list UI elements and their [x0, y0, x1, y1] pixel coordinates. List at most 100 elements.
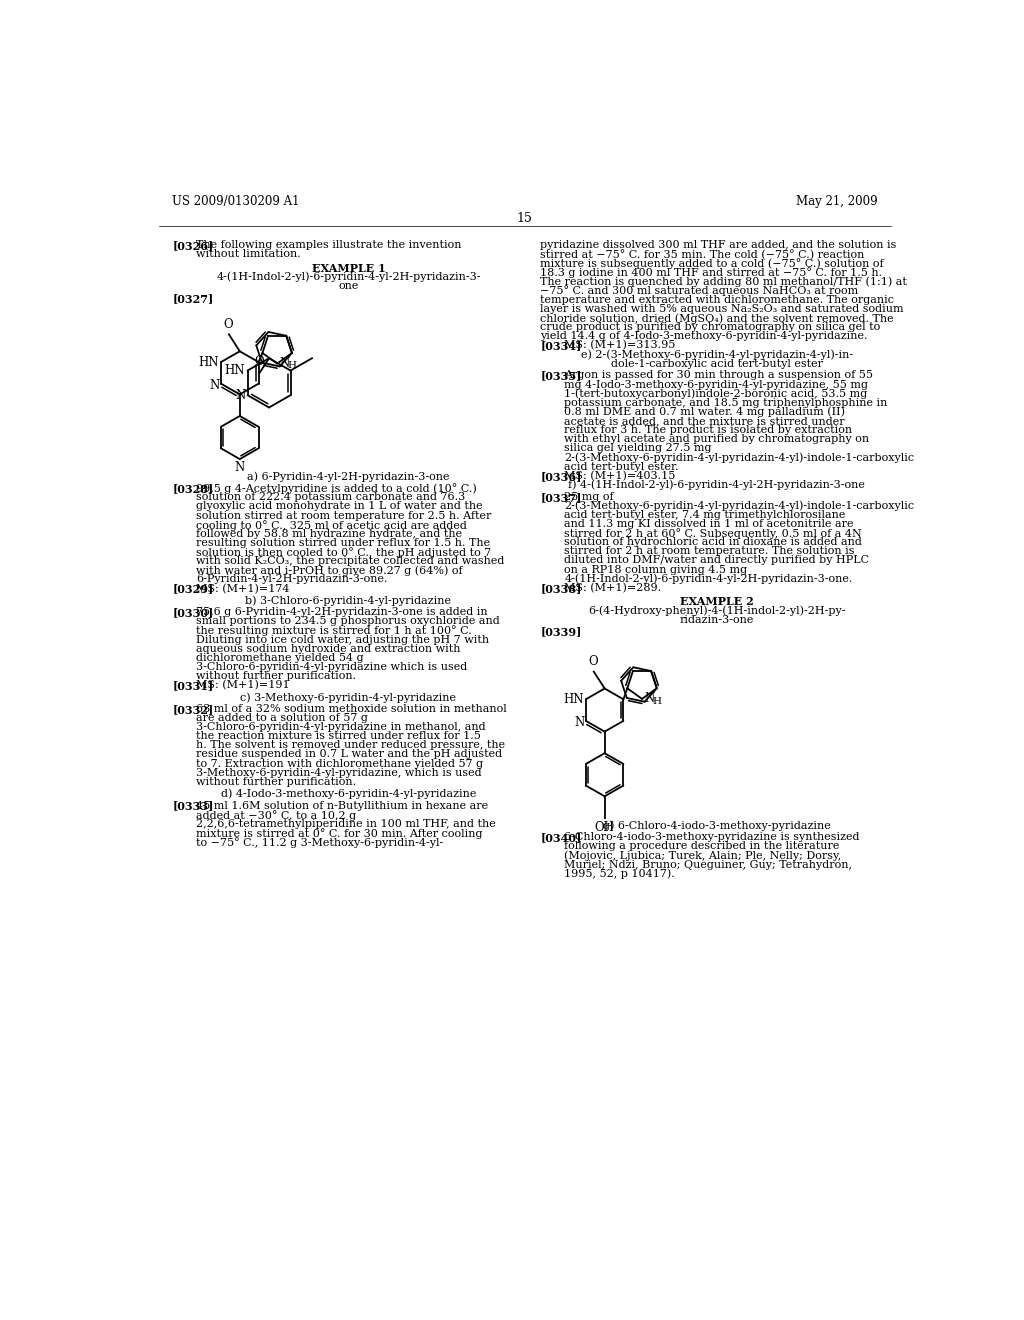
Text: mixture is subsequently added to a cold (−75° C.) solution of: mixture is subsequently added to a cold …: [541, 259, 884, 269]
Text: [0326]: [0326]: [172, 240, 213, 251]
Text: 6-(4-Hydroxy-phenyl)-4-(1H-indol-2-yl)-2H-py-: 6-(4-Hydroxy-phenyl)-4-(1H-indol-2-yl)-2…: [588, 606, 846, 616]
Text: EXAMPLE 2: EXAMPLE 2: [680, 597, 754, 607]
Text: pyridazine dissolved 300 ml THF are added, and the solution is: pyridazine dissolved 300 ml THF are adde…: [541, 240, 897, 249]
Text: The following examples illustrate the invention: The following examples illustrate the in…: [197, 240, 462, 249]
Text: dichloromethane yielded 54 g: dichloromethane yielded 54 g: [197, 653, 364, 663]
Text: following a procedure described in the literature: following a procedure described in the l…: [564, 841, 840, 851]
Text: solution is then cooled to 0° C., the pH adjusted to 7: solution is then cooled to 0° C., the pH…: [197, 546, 492, 558]
Text: 15: 15: [517, 213, 532, 226]
Text: [0339]: [0339]: [541, 627, 582, 638]
Text: N: N: [236, 389, 246, 403]
Text: with ethyl acetate and purified by chromatography on: with ethyl acetate and purified by chrom…: [564, 434, 869, 445]
Text: silica gel yielding 27.5 mg: silica gel yielding 27.5 mg: [564, 444, 712, 453]
Text: acid tert-butyl ester.: acid tert-butyl ester.: [564, 462, 679, 471]
Text: [0331]: [0331]: [172, 680, 213, 692]
Text: glyoxylic acid monohydrate in 1 L of water and the: glyoxylic acid monohydrate in 1 L of wat…: [197, 502, 482, 511]
Text: c) 3-Methoxy-6-pyridin-4-yl-pyridazine: c) 3-Methoxy-6-pyridin-4-yl-pyridazine: [241, 692, 457, 702]
Text: followed by 58.8 ml hydrazine hydrate, and the: followed by 58.8 ml hydrazine hydrate, a…: [197, 529, 462, 539]
Text: 4-(1H-Indol-2-yl)-6-pyridin-4-yl-2H-pyridazin-3-one.: 4-(1H-Indol-2-yl)-6-pyridin-4-yl-2H-pyri…: [564, 574, 853, 585]
Text: MS: (M+1)=313.95: MS: (M+1)=313.95: [564, 341, 676, 351]
Text: MS: (M+1)=191: MS: (M+1)=191: [197, 680, 290, 690]
Text: MS: (M+1)=403.15: MS: (M+1)=403.15: [564, 471, 676, 480]
Text: [0328]: [0328]: [172, 483, 213, 494]
Text: stirred for 2 h at room temperature. The solution is: stirred for 2 h at room temperature. The…: [564, 546, 855, 556]
Text: [0327]: [0327]: [172, 293, 213, 304]
Text: without further purification.: without further purification.: [197, 777, 356, 787]
Text: 2,2,6,6-tetramethylpiperidine in 100 ml THF, and the: 2,2,6,6-tetramethylpiperidine in 100 ml …: [197, 818, 496, 829]
Text: 1-(tert-butoxycarbonyl)indole-2-boronic acid, 53.5 mg: 1-(tert-butoxycarbonyl)indole-2-boronic …: [564, 388, 867, 399]
Text: N: N: [574, 715, 585, 729]
Text: reflux for 3 h. The product is isolated by extraction: reflux for 3 h. The product is isolated …: [564, 425, 852, 436]
Text: MS: (M+1)=174: MS: (M+1)=174: [197, 583, 290, 594]
Text: [0337]: [0337]: [541, 491, 582, 503]
Text: [0340]: [0340]: [541, 833, 582, 843]
Text: stirred for 2 h at 60° C. Subsequently, 0.5 ml of a 4N: stirred for 2 h at 60° C. Subsequently, …: [564, 528, 862, 539]
Text: [0332]: [0332]: [172, 704, 213, 715]
Text: [0329]: [0329]: [172, 583, 213, 594]
Text: 25 mg of: 25 mg of: [564, 491, 614, 502]
Text: 6-Chloro-4-iodo-3-methoxy-pyridazine is synthesized: 6-Chloro-4-iodo-3-methoxy-pyridazine is …: [564, 833, 860, 842]
Text: mg 4-Iodo-3-methoxy-6-pyridin-4-yl-pyridazine, 55 mg: mg 4-Iodo-3-methoxy-6-pyridin-4-yl-pyrid…: [564, 380, 868, 389]
Text: are added to a solution of 57 g: are added to a solution of 57 g: [197, 713, 368, 723]
Text: HN: HN: [198, 355, 219, 368]
Text: HN: HN: [563, 693, 584, 706]
Text: (Mojovic, Ljubica; Turek, Alain; Ple, Nelly; Dorsy,: (Mojovic, Ljubica; Turek, Alain; Ple, Ne…: [564, 850, 842, 861]
Text: chloride solution, dried (MgSO₄) and the solvent removed. The: chloride solution, dried (MgSO₄) and the…: [541, 313, 894, 323]
Text: O: O: [254, 355, 263, 367]
Text: aqueous sodium hydroxide and extraction with: aqueous sodium hydroxide and extraction …: [197, 644, 461, 653]
Text: N: N: [280, 358, 290, 370]
Text: g) 6-Chloro-4-iodo-3-methoxy-pyridazine: g) 6-Chloro-4-iodo-3-methoxy-pyridazine: [603, 821, 830, 832]
Text: diluted into DMF/water and directly purified by HPLC: diluted into DMF/water and directly puri…: [564, 556, 869, 565]
Text: f) 4-(1H-Indol-2-yl)-6-pyridin-4-yl-2H-pyridazin-3-one: f) 4-(1H-Indol-2-yl)-6-pyridin-4-yl-2H-p…: [568, 479, 865, 490]
Text: e) 2-(3-Methoxy-6-pyridin-4-yl-pyridazin-4-yl)-in-: e) 2-(3-Methoxy-6-pyridin-4-yl-pyridazin…: [581, 350, 853, 360]
Text: 99.5 g 4-Acetylpyridine is added to a cold (10° C.): 99.5 g 4-Acetylpyridine is added to a co…: [197, 483, 477, 494]
Text: [0335]: [0335]: [541, 371, 582, 381]
Text: dole-1-carboxylic acid tert-butyl ester: dole-1-carboxylic acid tert-butyl ester: [610, 359, 822, 368]
Text: small portions to 234.5 g phosphorus oxychloride and: small portions to 234.5 g phosphorus oxy…: [197, 616, 500, 627]
Text: solution stirred at room temperature for 2.5 h. After: solution stirred at room temperature for…: [197, 511, 492, 520]
Text: a) 6-Pyridin-4-yl-2H-pyridazin-3-one: a) 6-Pyridin-4-yl-2H-pyridazin-3-one: [247, 471, 450, 482]
Text: 1995, 52, p 10417).: 1995, 52, p 10417).: [564, 869, 675, 879]
Text: 3-Chloro-6-pyridin-4-yl-pyridazine which is used: 3-Chloro-6-pyridin-4-yl-pyridazine which…: [197, 661, 467, 672]
Text: HN: HN: [224, 364, 245, 378]
Text: Argon is passed for 30 min through a suspension of 55: Argon is passed for 30 min through a sus…: [564, 371, 873, 380]
Text: solution of 222.4 potassium carbonate and 76.3: solution of 222.4 potassium carbonate an…: [197, 492, 466, 503]
Text: Diluting into ice cold water, adjusting the pH 7 with: Diluting into ice cold water, adjusting …: [197, 635, 489, 644]
Text: [0333]: [0333]: [172, 800, 214, 812]
Text: resulting solution stirred under reflux for 1.5 h. The: resulting solution stirred under reflux …: [197, 539, 490, 548]
Text: with solid K₂CO₃, the precipitate collected and washed: with solid K₂CO₃, the precipitate collec…: [197, 556, 505, 566]
Text: stirred at −75° C. for 35 min. The cold (−75° C.) reaction: stirred at −75° C. for 35 min. The cold …: [541, 249, 864, 260]
Text: mixture is stirred at 0° C. for 30 min. After cooling: mixture is stirred at 0° C. for 30 min. …: [197, 828, 482, 838]
Text: layer is washed with 5% aqueous Na₂S₂O₃ and saturated sodium: layer is washed with 5% aqueous Na₂S₂O₃ …: [541, 304, 904, 314]
Text: 45 ml 1.6M solution of n-Butyllithium in hexane are: 45 ml 1.6M solution of n-Butyllithium in…: [197, 800, 488, 810]
Text: MS: (M+1)=289.: MS: (M+1)=289.: [564, 583, 662, 593]
Text: crude product is purified by chromatography on silica gel to: crude product is purified by chromatogra…: [541, 322, 881, 333]
Text: 75.6 g 6-Pyridin-4-yl-2H-pyridazin-3-one is added in: 75.6 g 6-Pyridin-4-yl-2H-pyridazin-3-one…: [197, 607, 487, 618]
Text: to 7. Extraction with dichloromethane yielded 57 g: to 7. Extraction with dichloromethane yi…: [197, 759, 483, 768]
Text: b) 3-Chloro-6-pyridin-4-yl-pyridazine: b) 3-Chloro-6-pyridin-4-yl-pyridazine: [246, 595, 452, 606]
Text: yield 14.4 g of 4-Iodo-3-methoxy-6-pyridin-4-yl-pyridazine.: yield 14.4 g of 4-Iodo-3-methoxy-6-pyrid…: [541, 331, 867, 341]
Text: The reaction is quenched by adding 80 ml methanol/THF (1:1) at: The reaction is quenched by adding 80 ml…: [541, 276, 907, 286]
Text: acetate is added, and the mixture is stirred under: acetate is added, and the mixture is sti…: [564, 416, 845, 426]
Text: and 11.3 mg KI dissolved in 1 ml of acetonitrile are: and 11.3 mg KI dissolved in 1 ml of acet…: [564, 519, 854, 529]
Text: O: O: [223, 318, 232, 330]
Text: Muriel; Ndzi, Bruno; Queguiner, Guy; Tetrahydron,: Muriel; Ndzi, Bruno; Queguiner, Guy; Tet…: [564, 859, 852, 870]
Text: one: one: [338, 281, 358, 290]
Text: [0334]: [0334]: [541, 341, 582, 351]
Text: EXAMPLE 1: EXAMPLE 1: [311, 263, 385, 273]
Text: [0330]: [0330]: [172, 607, 213, 618]
Text: 18.3 g iodine in 400 ml THF and stirred at −75° C. for 1.5 h.: 18.3 g iodine in 400 ml THF and stirred …: [541, 268, 883, 279]
Text: residue suspended in 0.7 L water and the pH adjusted: residue suspended in 0.7 L water and the…: [197, 750, 503, 759]
Text: 6-Pyridin-4-yl-2H-pyridazin-3-one.: 6-Pyridin-4-yl-2H-pyridazin-3-one.: [197, 574, 388, 585]
Text: 2-(3-Methoxy-6-pyridin-4-yl-pyridazin-4-yl)-indole-1-carboxylic: 2-(3-Methoxy-6-pyridin-4-yl-pyridazin-4-…: [564, 500, 914, 511]
Text: N: N: [209, 379, 219, 392]
Text: potassium carbonate, and 18.5 mg triphenylphosphine in: potassium carbonate, and 18.5 mg triphen…: [564, 397, 888, 408]
Text: the reaction mixture is stirred under reflux for 1.5: the reaction mixture is stirred under re…: [197, 731, 481, 742]
Text: cooling to 0° C., 325 ml of acetic acid are added: cooling to 0° C., 325 ml of acetic acid …: [197, 520, 467, 531]
Text: without further purification.: without further purification.: [197, 671, 356, 681]
Text: with water and i-PrOH to give 89.27 g (64%) of: with water and i-PrOH to give 89.27 g (6…: [197, 565, 463, 576]
Text: US 2009/0130209 A1: US 2009/0130209 A1: [172, 195, 300, 209]
Text: temperature and extracted with dichloromethane. The organic: temperature and extracted with dichlorom…: [541, 294, 894, 305]
Text: 4-(1H-Indol-2-yl)-6-pyridin-4-yl-2H-pyridazin-3-: 4-(1H-Indol-2-yl)-6-pyridin-4-yl-2H-pyri…: [216, 272, 480, 282]
Text: O: O: [588, 655, 598, 668]
